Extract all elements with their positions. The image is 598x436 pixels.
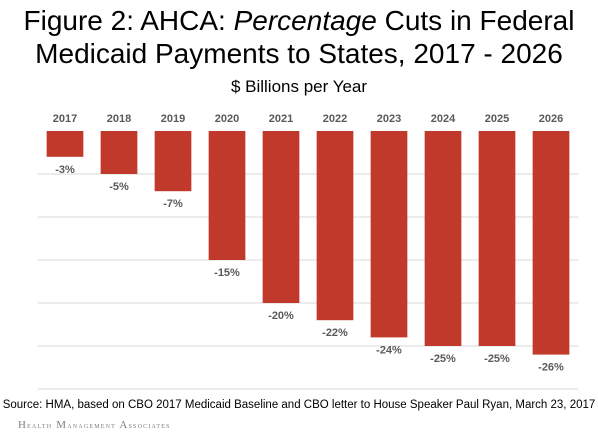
value-label-2017: -3% — [55, 164, 75, 176]
bar-2019 — [154, 131, 192, 192]
category-label-2022: 2022 — [323, 113, 347, 125]
value-labels: -3% -5% -7% -15% -20% -22% -24% -25% -25% -26% — [55, 164, 564, 374]
bar-2017 — [46, 131, 84, 157]
category-labels: 2017 2018 2019 2020 2021 2022 2023 2024 2025 2026 — [53, 113, 563, 125]
bar-2021 — [262, 131, 300, 303]
category-label-2021: 2021 — [269, 113, 293, 125]
bar-2020 — [208, 131, 246, 260]
value-label-2019: -7% — [163, 198, 183, 210]
category-label-2023: 2023 — [377, 113, 401, 125]
value-label-2018: -5% — [109, 181, 129, 193]
chart-title: Figure 2: AHCA: Percentage Cuts in Feder… — [0, 4, 598, 70]
bar-2026 — [532, 131, 570, 355]
bars — [46, 131, 570, 355]
category-label-2017: 2017 — [53, 113, 77, 125]
category-label-2025: 2025 — [485, 113, 509, 125]
value-label-2023: -24% — [376, 344, 402, 356]
bar-2022 — [316, 131, 354, 321]
chart-title-line-1: Figure 2: AHCA: Percentage Cuts in Feder… — [0, 4, 598, 37]
bar-2023 — [370, 131, 408, 338]
chart-title-emphasis: Percentage — [233, 5, 377, 36]
bar-2024 — [424, 131, 462, 346]
value-label-2022: -22% — [322, 327, 348, 339]
category-label-2018: 2018 — [107, 113, 131, 125]
chart-title-prefix: Figure 2: AHCA: — [23, 5, 234, 36]
value-label-2021: -20% — [268, 310, 294, 322]
company-wordmark: Health Management Associates — [18, 419, 171, 431]
category-label-2026: 2026 — [539, 113, 563, 125]
chart-subtitle: $ Billions per Year — [230, 77, 368, 96]
bar-2018 — [100, 131, 138, 174]
chart-title-line-2: Medicaid Payments to States, 2017 - 2026 — [35, 38, 563, 69]
value-label-2025: -25% — [484, 353, 510, 365]
source-note: Source: HMA, based on CBO 2017 Medicaid … — [2, 399, 596, 411]
category-label-2020: 2020 — [215, 113, 239, 125]
chart-title-suffix: Cuts in Federal — [376, 5, 575, 36]
value-label-2026: -26% — [538, 362, 564, 374]
value-label-2024: -25% — [430, 353, 456, 365]
value-label-2020: -15% — [214, 267, 240, 279]
category-label-2019: 2019 — [161, 113, 185, 125]
category-label-2024: 2024 — [431, 113, 456, 125]
bar-2025 — [478, 131, 516, 346]
